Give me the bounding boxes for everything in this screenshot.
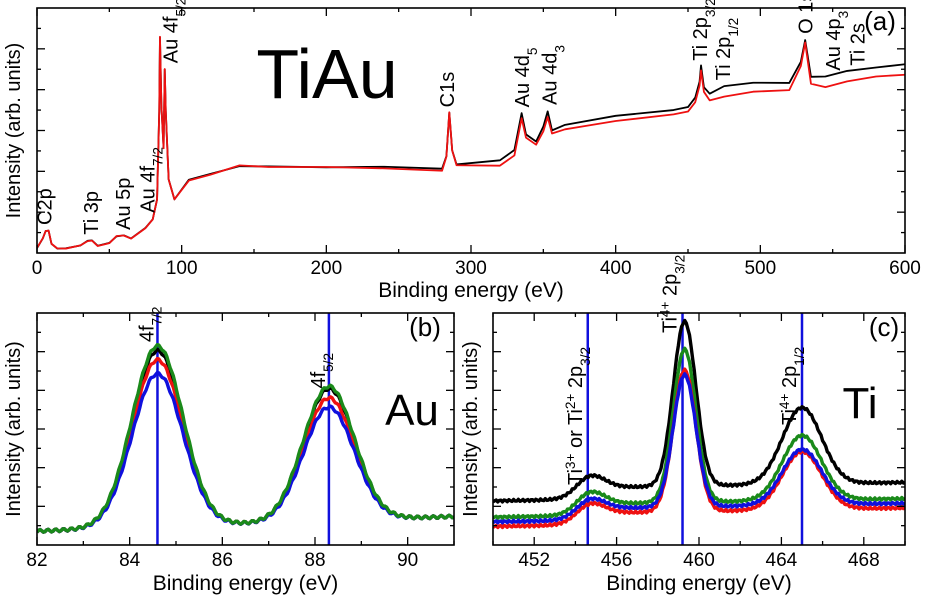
peak-label-1: Ti4+ 2p3/2 [657,255,687,333]
x-tick-label: 464 [766,550,798,571]
peak-label-0: Ti3+ or Ti2+ 2p3/2 [562,347,592,485]
x-axis-label: Binding energy (eV) [378,279,564,302]
peak-label-1: Ti 3p [81,191,103,235]
x-tick-label: 600 [889,258,921,279]
peak-label-0: C2p [35,188,57,225]
panel-a-survey-spectrum: 0 100 200 300 400 500 600 Binding energy (eV) In… [3,0,921,302]
series-line-3 [493,372,905,525]
peak-label-5: C1s [437,72,459,108]
x-axis-label: Binding energy (eV) [153,572,339,595]
series-line-3 [37,343,454,534]
peak-label-4: Au 4f5/2 [161,0,189,63]
x-tick-label: 0 [32,258,43,279]
x-tick-label: 86 [212,550,233,571]
peak-label-6: Au 4d5 [512,48,540,108]
peak-label-2: Au 5p [113,178,135,230]
peak-label-9: Ti 2p1/2 [713,18,741,81]
peak-label-0: 4f7/2 [136,307,164,343]
panel-title: Ti [842,379,877,428]
panel-label: (b) [409,312,441,342]
panel-label: (c) [869,312,899,342]
peak-label-10: O 1s [796,0,818,34]
x-tick-label: 82 [26,550,47,571]
x-tick-label: 300 [455,258,487,279]
series-line-0 [37,347,454,534]
series-line-1 [37,356,454,534]
panel-title: TiAu [256,35,397,113]
x-tick-label: 460 [683,550,715,571]
x-tick-label: 468 [848,550,880,571]
series-line-1 [37,35,905,250]
panel-b-au-4f-spectrum: 82 84 86 88 90 Binding energy (eV) Intensity (… [3,307,455,595]
x-tick-label: 452 [518,550,550,571]
x-tick-label: 84 [119,550,141,571]
panel-label: (a) [864,6,896,36]
peak-label-11: Au 4p3 [823,11,851,71]
y-axis-label: Intensity (arb. units) [460,341,482,517]
x-tick-label: 500 [744,258,776,279]
peak-label-3: Au 4f7/2 [137,147,165,213]
y-axis-label: Intensity (arb. units) [3,43,25,219]
x-axis-label: Binding energy (eV) [606,572,792,595]
panel-title: Au [385,386,439,435]
series-line-1 [493,346,905,520]
y-axis-label: Intensity (arb. units) [3,341,25,517]
x-tick-label: 90 [397,550,418,571]
x-tick-label: 88 [304,550,325,571]
x-tick-label: 100 [166,258,198,279]
peak-label-2: Ti4+ 2p1/2 [777,347,807,425]
peak-label-8: Ti 2p3/2 [690,0,718,61]
peak-label-7: Au 4d3 [540,45,568,105]
x-tick-label: 400 [600,258,632,279]
x-tick-label: 200 [310,258,342,279]
peak-label-12: Ti 2s [848,23,870,66]
x-tick-label: 456 [601,550,633,571]
panel-c-ti-2p-spectrum: 452 456 460 464 468 Binding energy (eV) Intens… [460,255,906,595]
series-line-0 [493,318,905,504]
peak-label-1: 4f5/2 [308,353,336,389]
